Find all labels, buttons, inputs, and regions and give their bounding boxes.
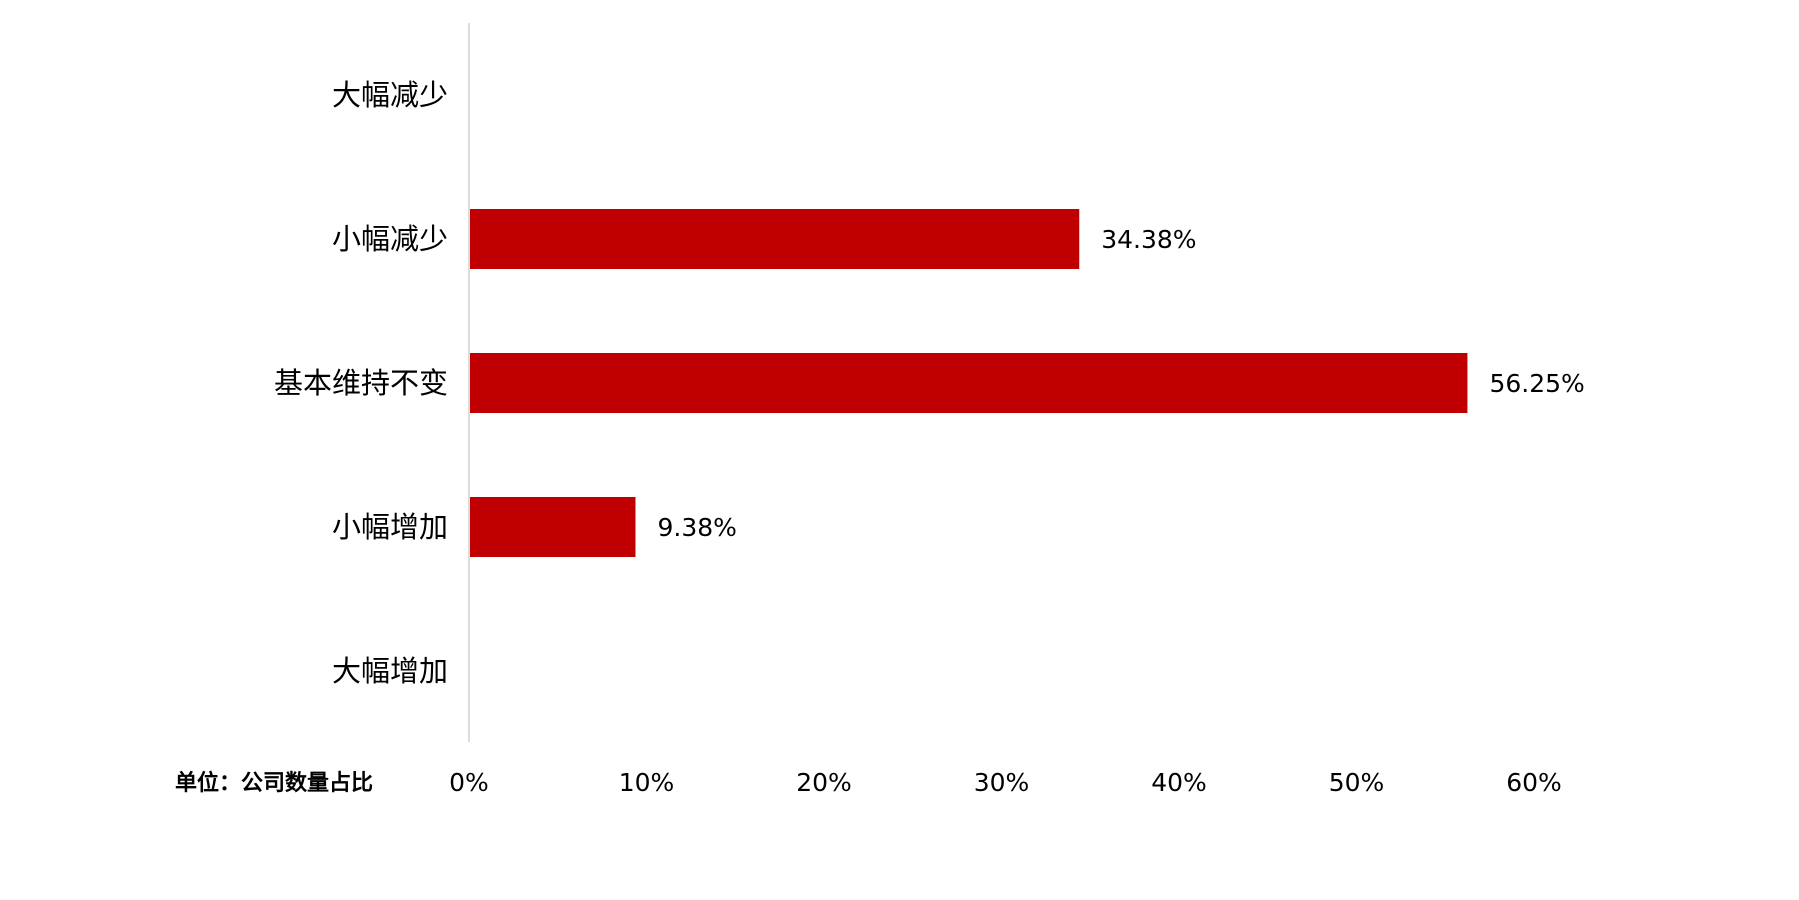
bar (470, 209, 1080, 269)
data-label: 56.25% (1489, 369, 1584, 398)
x-tick-label: 20% (796, 768, 852, 797)
category-label: 大幅减少 (332, 78, 448, 112)
x-tick-label: 50% (1329, 768, 1385, 797)
bar (470, 497, 636, 557)
x-tick-label: 30% (974, 768, 1030, 797)
unit-label: 单位：公司数量占比 (175, 770, 373, 796)
bar (470, 353, 1468, 413)
category-label: 基本维持不变 (274, 366, 448, 400)
category-label: 大幅增加 (332, 654, 448, 688)
data-label: 9.38% (657, 513, 736, 542)
data-label: 34.38% (1101, 225, 1196, 254)
x-tick-label: 60% (1506, 768, 1562, 797)
x-tick-label: 40% (1151, 768, 1207, 797)
category-label: 小幅减少 (332, 222, 448, 256)
x-tick-label: 10% (619, 768, 675, 797)
category-label: 小幅增加 (332, 510, 448, 544)
x-tick-label: 0% (449, 768, 489, 797)
